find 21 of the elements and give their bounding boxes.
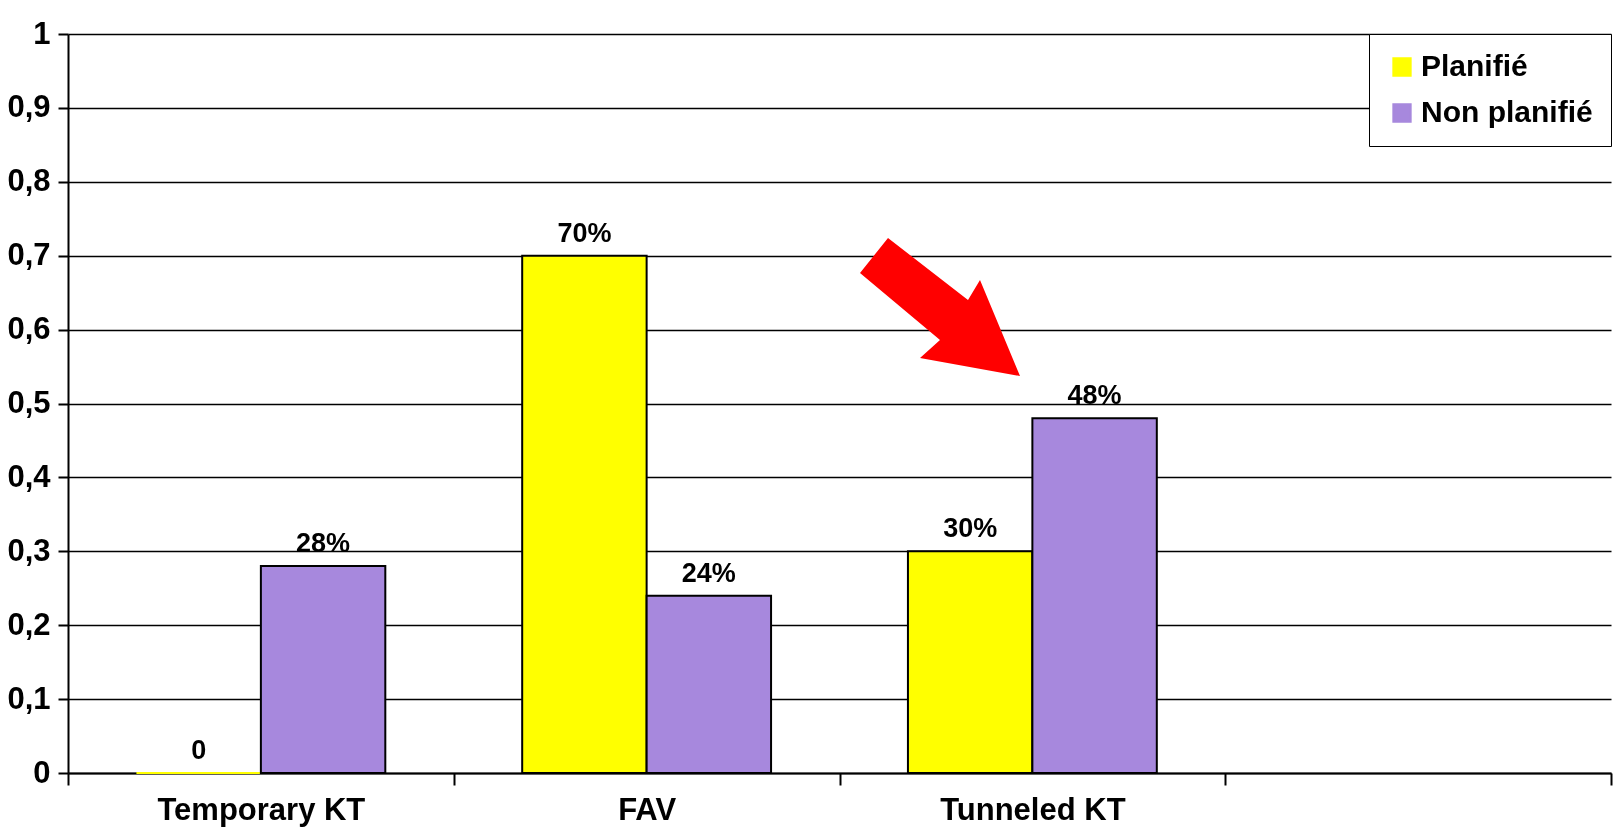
y-tick-label: 0,1: [7, 680, 51, 716]
data-label: 48%: [1067, 380, 1122, 411]
y-tick-label: 0,2: [7, 606, 51, 642]
y-tick-label: 0,4: [7, 458, 52, 494]
data-label: 30%: [943, 513, 998, 544]
legend-label: Non planifié: [1421, 95, 1593, 128]
y-tick-label: 1: [33, 15, 51, 51]
y-tick-label: 0: [33, 754, 51, 790]
y-tick-label: 0,7: [7, 237, 51, 273]
x-tick-label: Tunneled KT: [940, 791, 1126, 827]
y-tick-label: 0,8: [7, 163, 51, 199]
legend-label: Planifié: [1421, 49, 1528, 82]
data-label: 0: [191, 735, 207, 765]
y-tick-label: 0,6: [7, 311, 51, 347]
y-tick-label: 0,5: [7, 385, 51, 420]
x-tick-label: FAV: [618, 791, 677, 827]
y-tick-label: 0,3: [7, 532, 51, 568]
data-label: 70%: [557, 217, 612, 248]
data-label: 24%: [681, 557, 736, 588]
y-tick-label: 0,9: [7, 89, 51, 125]
x-tick-label: Temporary KT: [157, 791, 366, 827]
